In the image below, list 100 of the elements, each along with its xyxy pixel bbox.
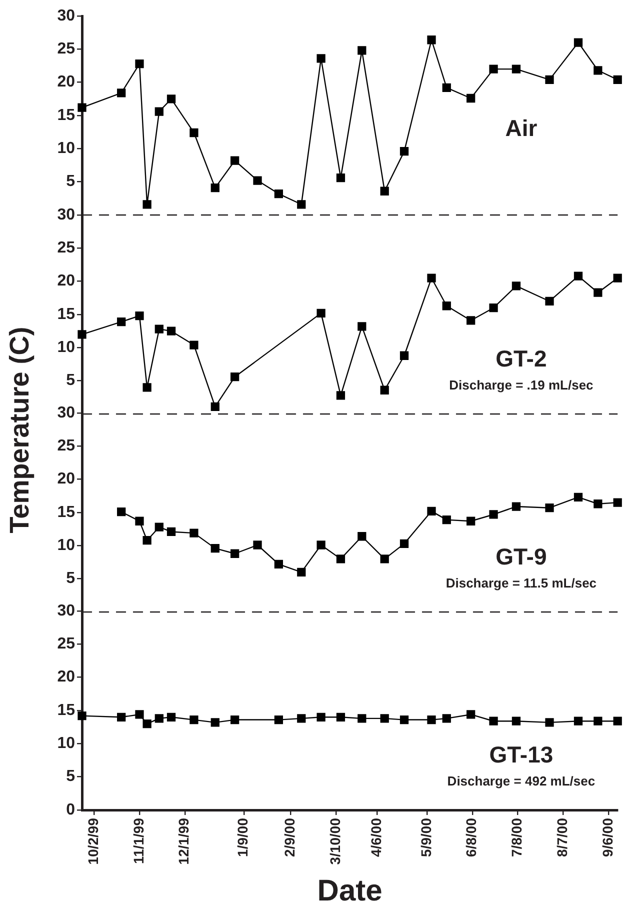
y-tick-label: 15	[57, 106, 76, 124]
point	[466, 516, 476, 526]
point	[442, 302, 451, 310]
point	[442, 83, 451, 92]
point	[545, 718, 554, 727]
point	[316, 712, 326, 722]
point	[297, 568, 306, 577]
y-tick-label: 20	[57, 74, 76, 91]
y-tick-label: 10	[57, 537, 76, 554]
y-tick-label: 20	[57, 272, 76, 290]
point	[574, 272, 583, 280]
point	[253, 540, 262, 550]
text: Discharge = 11.5 mL/sec	[446, 576, 597, 591]
point	[78, 103, 86, 112]
point	[297, 200, 306, 209]
point	[274, 715, 284, 724]
y-tick-label: 25	[57, 240, 76, 257]
y-axis-title: Temperature (C)	[4, 326, 36, 534]
point	[594, 500, 602, 508]
y-tick-label: 30	[57, 602, 76, 620]
point	[574, 492, 583, 502]
x-tick-label: 10/2/99	[84, 818, 101, 865]
point	[358, 46, 366, 55]
point	[489, 304, 498, 312]
point	[190, 715, 198, 724]
point	[274, 560, 284, 569]
y-tick-label: 25	[57, 438, 76, 455]
point	[336, 712, 346, 722]
point	[297, 714, 306, 723]
y-tick-label: 30	[57, 404, 76, 422]
point	[427, 36, 436, 44]
point	[380, 186, 389, 196]
point	[316, 308, 326, 318]
point	[613, 274, 622, 282]
point	[210, 402, 220, 412]
point	[117, 508, 126, 516]
point	[135, 59, 144, 68]
text: Air	[505, 114, 538, 141]
point	[135, 710, 144, 719]
y-tick-label: 20	[57, 668, 76, 686]
point	[489, 64, 498, 74]
point	[166, 326, 176, 336]
text: Discharge = 492 mL/sec	[447, 774, 596, 789]
point	[117, 712, 126, 722]
point	[210, 718, 220, 727]
point	[545, 75, 554, 84]
point	[166, 712, 176, 722]
point	[380, 554, 389, 564]
x-tick-label: 11/1/99	[130, 818, 146, 864]
y-tick-label: 20	[57, 470, 76, 488]
point	[545, 296, 554, 306]
point	[117, 317, 126, 326]
point	[230, 372, 240, 382]
point	[78, 711, 86, 720]
y-tick-label: 30	[57, 7, 76, 24]
text: GT-2	[496, 346, 547, 372]
y-tick-label: 5	[66, 570, 76, 588]
x-tick-label: 1/9/00	[234, 818, 251, 857]
point	[142, 383, 152, 392]
y-tick-label: 10	[57, 339, 76, 356]
x-tick-label: 9/6/00	[599, 818, 616, 857]
y-tick-label: 30	[57, 206, 76, 224]
point	[512, 282, 521, 290]
point	[135, 516, 144, 526]
point	[489, 510, 498, 519]
point	[442, 515, 451, 524]
y-tick-label: 10	[57, 735, 76, 752]
text: Discharge = .19 mL/sec	[449, 378, 594, 393]
x-tick-label: 6/8/00	[463, 818, 480, 857]
x-tick-label: 3/10/00	[327, 818, 344, 865]
point	[427, 715, 436, 724]
x-tick-label: 5/9/00	[418, 818, 434, 857]
y-tick-label: 25	[57, 636, 76, 653]
point	[400, 147, 409, 156]
point	[190, 128, 198, 138]
point	[613, 75, 622, 84]
point	[190, 528, 198, 538]
x-axis-title: Date	[317, 874, 382, 908]
text: GT-9	[496, 544, 547, 570]
point	[316, 54, 326, 63]
point	[78, 330, 86, 339]
point	[316, 540, 326, 550]
point	[400, 539, 409, 548]
y-tick-label: 10	[57, 140, 76, 158]
x-tick-label: 8/7/00	[554, 818, 570, 857]
y-tick-label: 15	[57, 306, 76, 323]
point	[210, 544, 220, 553]
x-tick-label: 7/8/00	[508, 818, 525, 857]
y-tick-label: 0	[66, 801, 76, 818]
point	[358, 714, 366, 723]
point	[442, 714, 451, 723]
point	[230, 715, 240, 724]
point	[154, 324, 164, 334]
point	[594, 66, 602, 75]
point	[210, 183, 220, 192]
point	[574, 716, 583, 726]
point	[613, 716, 622, 726]
point	[400, 715, 409, 724]
point	[166, 94, 176, 104]
point	[489, 716, 498, 726]
